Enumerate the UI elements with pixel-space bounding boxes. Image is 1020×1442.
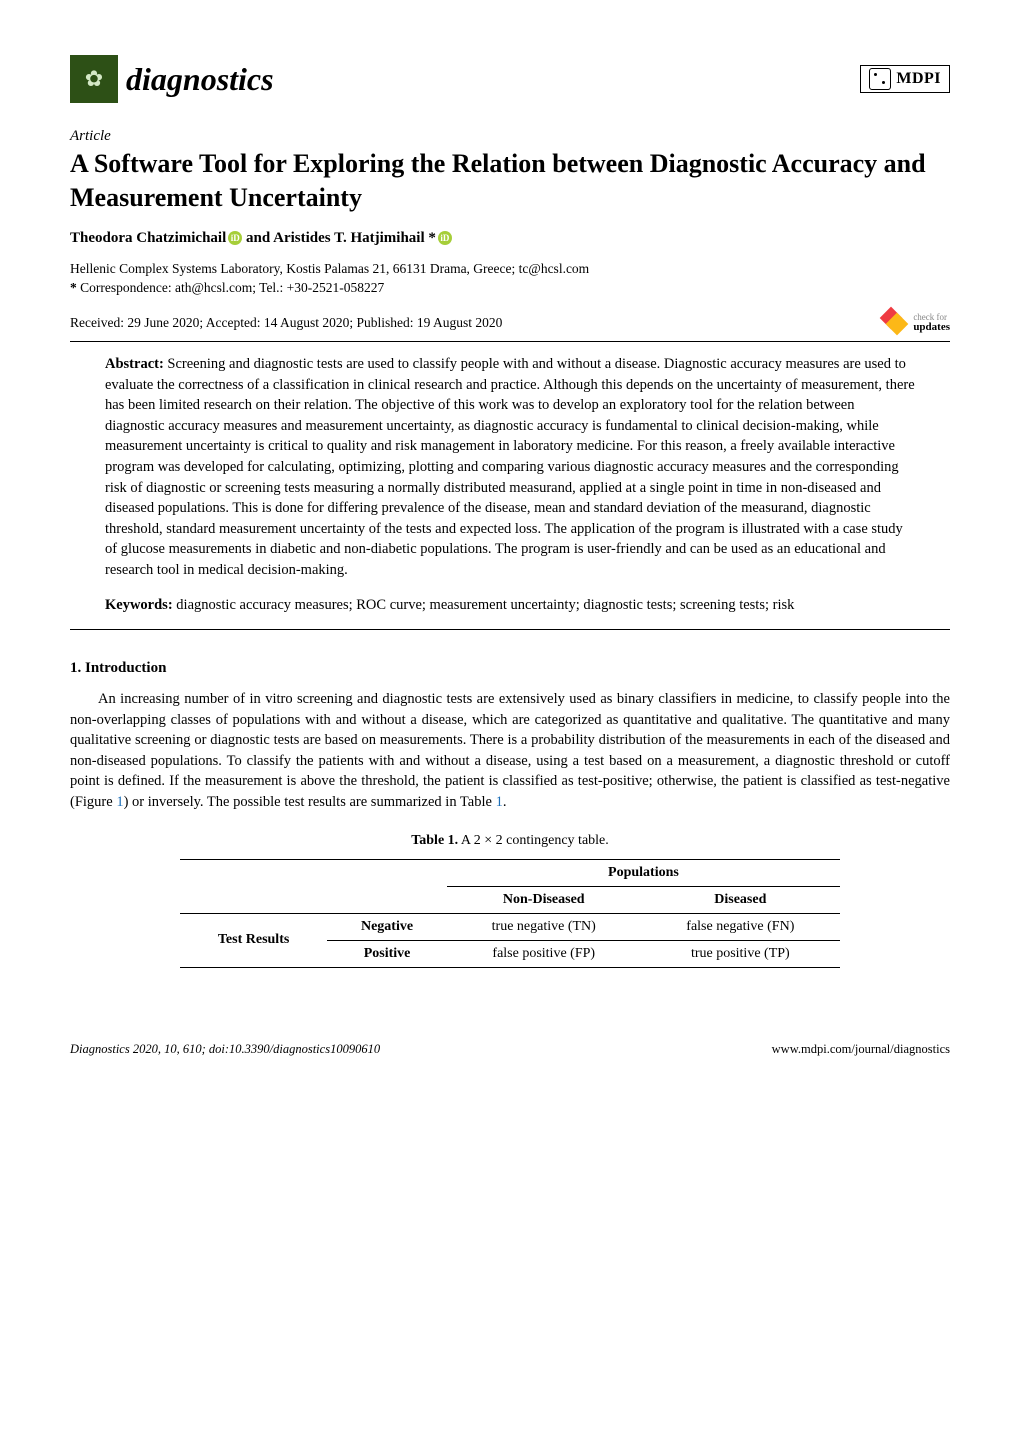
crossref-line2: updates bbox=[913, 322, 950, 333]
table-1-caption: Table 1. A 2 × 2 contingency table. bbox=[70, 833, 950, 849]
section-1-heading: 1. Introduction bbox=[70, 660, 950, 677]
divider bbox=[70, 341, 950, 342]
publisher-name: MDPI bbox=[896, 70, 941, 88]
correspondence-text: Correspondence: ath@hcsl.com; Tel.: +30-… bbox=[77, 280, 385, 295]
table-cell-fn: false negative (FN) bbox=[641, 913, 840, 940]
para-text-a: An increasing number of in vitro screeni… bbox=[70, 691, 950, 810]
affiliation: Hellenic Complex Systems Laboratory, Kos… bbox=[70, 259, 950, 279]
para-text-c: . bbox=[503, 794, 507, 810]
para-text-b: ) or inversely. The possible test result… bbox=[124, 794, 496, 810]
table-cell-fp: false positive (FP) bbox=[447, 940, 641, 967]
table-cell-tn: true negative (TN) bbox=[447, 913, 641, 940]
correspondence: * Correspondence: ath@hcsl.com; Tel.: +3… bbox=[70, 280, 950, 296]
table-row-header: Test Results bbox=[180, 913, 327, 967]
journal-name: diagnostics bbox=[126, 61, 274, 98]
footer-url: www.mdpi.com/journal/diagnostics bbox=[772, 1042, 950, 1057]
table-col-diseased: Diseased bbox=[641, 886, 840, 913]
table-row-negative: Negative bbox=[327, 913, 447, 940]
orcid-icon: iD bbox=[438, 231, 452, 245]
dates-text: Received: 29 June 2020; Accepted: 14 Aug… bbox=[70, 315, 502, 331]
journal-icon: ✿ bbox=[70, 55, 118, 103]
authors-and: and bbox=[242, 230, 273, 246]
contingency-table: Populations Non-Diseased Diseased Test R… bbox=[180, 859, 840, 968]
table-ref-link[interactable]: 1 bbox=[496, 794, 503, 810]
keywords-label: Keywords: bbox=[105, 597, 176, 613]
authors-line: Theodora ChatzimichailiD and Aristides T… bbox=[70, 230, 950, 247]
author-1: Theodora Chatzimichail bbox=[70, 230, 226, 246]
mdpi-logo-icon bbox=[869, 68, 891, 90]
abstract-block: Abstract: Screening and diagnostic tests… bbox=[70, 354, 950, 580]
table-row-positive: Positive bbox=[327, 940, 447, 967]
abstract-text: Screening and diagnostic tests are used … bbox=[105, 356, 915, 578]
table-col-nondiseased: Non-Diseased bbox=[447, 886, 641, 913]
article-type: Article bbox=[70, 128, 950, 145]
figure-ref-link[interactable]: 1 bbox=[116, 794, 123, 810]
author-2: Aristides T. Hatjimihail * bbox=[273, 230, 436, 246]
dates-row: Received: 29 June 2020; Accepted: 14 Aug… bbox=[70, 310, 950, 336]
page-header: ✿ diagnostics MDPI bbox=[70, 55, 950, 103]
page-footer: Diagnostics 2020, 10, 610; doi:10.3390/d… bbox=[70, 1038, 950, 1057]
intro-paragraph: An increasing number of in vitro screeni… bbox=[70, 689, 950, 812]
article-title: A Software Tool for Exploring the Relati… bbox=[70, 147, 950, 215]
journal-logo-block: ✿ diagnostics bbox=[70, 55, 274, 103]
correspondence-asterisk: * bbox=[70, 280, 77, 295]
publisher-badge: MDPI bbox=[860, 65, 950, 93]
divider bbox=[70, 629, 950, 630]
keywords-text: diagnostic accuracy measures; ROC curve;… bbox=[176, 597, 794, 613]
orcid-icon: iD bbox=[228, 231, 242, 245]
leaf-icon: ✿ bbox=[85, 66, 103, 92]
crossref-icon bbox=[883, 310, 909, 336]
crossref-badge[interactable]: check for updates bbox=[883, 310, 950, 336]
table-caption-text: A 2 × 2 contingency table. bbox=[458, 833, 609, 848]
keywords-block: Keywords: diagnostic accuracy measures; … bbox=[70, 595, 950, 616]
table-pop-header: Populations bbox=[447, 859, 840, 886]
table-caption-label: Table 1. bbox=[411, 833, 458, 848]
footer-citation: Diagnostics 2020, 10, 610; doi:10.3390/d… bbox=[70, 1042, 380, 1057]
abstract-label: Abstract: bbox=[105, 356, 167, 372]
table-cell-tp: true positive (TP) bbox=[641, 940, 840, 967]
